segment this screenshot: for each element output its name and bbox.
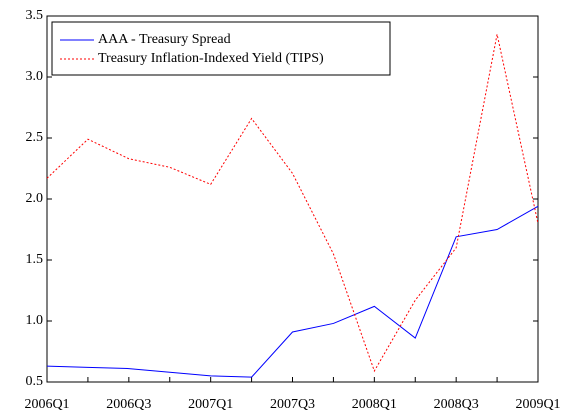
y-tick-label: 1.5 [26,252,44,267]
series-line [46,34,539,373]
y-tick-label: 2.5 [26,130,44,145]
y-tick-label: 3.5 [26,8,44,23]
x-tick-label: 2007Q1 [188,397,233,412]
x-tick-label: 2008Q3 [434,397,479,412]
x-tick-label: 2009Q1 [515,397,560,412]
legend-label: AAA - Treasury Spread [98,32,231,47]
x-tick-label: 2007Q3 [270,397,315,412]
y-tick-label: 3.0 [26,69,44,84]
x-tick-label: 2006Q3 [106,397,151,412]
y-tick-label: 0.5 [26,374,44,389]
legend-label: Treasury Inflation-Indexed Yield (TIPS) [98,51,324,66]
series-line [46,205,539,378]
y-tick-label: 1.0 [26,313,44,328]
x-tick-label: 2006Q1 [24,397,69,412]
x-tick-label: 2008Q1 [352,397,397,412]
y-tick-label: 2.0 [26,191,44,206]
legend-box [51,21,391,76]
